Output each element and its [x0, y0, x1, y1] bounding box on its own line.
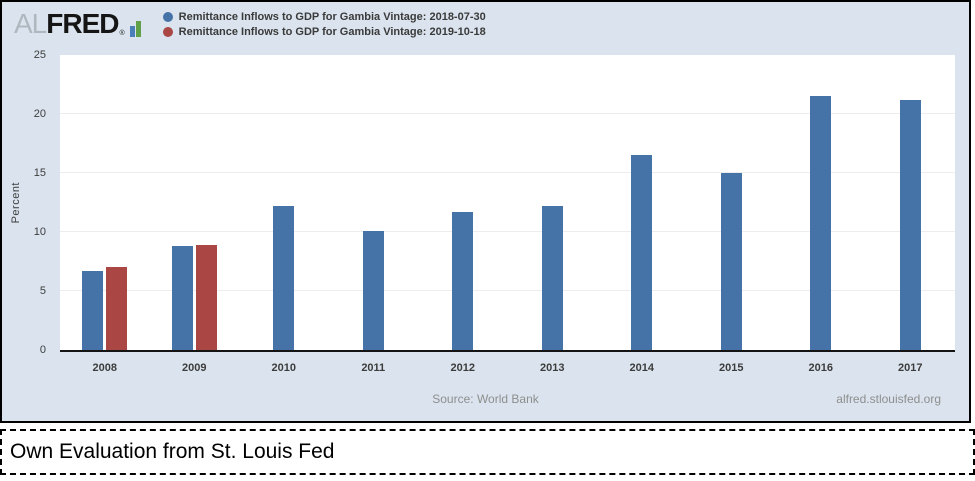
x-tick-label: 2017	[898, 362, 923, 374]
y-tick-label: 5	[39, 285, 46, 297]
gridline	[60, 172, 955, 173]
chart-legend: Remittance Inflows to GDP for Gambia Vin…	[162, 10, 486, 38]
gridline	[60, 113, 955, 114]
caption-text: Own Evaluation from St. Louis Fed	[10, 440, 335, 463]
fred-bar-blue-icon	[129, 26, 135, 37]
legend-item-label: Remittance Inflows to GDP for Gambia Vin…	[178, 25, 486, 38]
x-tick-label: 2015	[719, 362, 744, 374]
x-tick-label: 2008	[92, 362, 117, 374]
site-note: alfred.stlouisfed.org	[836, 392, 941, 406]
y-tick-label: 20	[33, 108, 46, 120]
alfred-logo: AL FRED ®	[14, 10, 141, 38]
bar-slot-2012	[418, 55, 508, 350]
legend-item: Remittance Inflows to GDP for Gambia Vin…	[162, 10, 486, 23]
y-tick-label: 10	[33, 226, 46, 238]
legend-item-label: Remittance Inflows to GDP for Gambia Vin…	[178, 10, 486, 23]
bar-slot-2017	[866, 55, 956, 350]
alfred-logo-brand: FRED	[46, 8, 119, 39]
bar-2017	[899, 99, 921, 350]
x-tick-label: 2010	[271, 362, 296, 374]
bar-slot-2011	[329, 55, 419, 350]
bar-2009	[171, 246, 193, 350]
y-tick-label: 25	[33, 49, 46, 61]
x-tick-label: 2009	[182, 362, 207, 374]
legend-dot	[162, 26, 173, 37]
x-tick-label: 2013	[540, 362, 565, 374]
x-axis-labels: 2008 2009 2010 2011 2012 2013 2014 2015 2016 2017	[60, 362, 955, 374]
bar-2011	[362, 230, 384, 350]
caption-box: Own Evaluation from St. Louis Fed	[0, 429, 975, 475]
bar-2008	[82, 270, 104, 350]
fred-bars-icon	[129, 21, 141, 38]
x-tick-label: 2012	[450, 362, 475, 374]
bar-2008	[106, 267, 128, 350]
bar-2016	[810, 96, 832, 350]
x-tick-label: 2014	[629, 362, 654, 374]
plot-area	[60, 55, 955, 352]
alfred-chart-frame: AL FRED ® Remittance Inflows to GDP for Ga…	[0, 0, 971, 423]
alfred-logo-prefix: AL	[14, 8, 47, 39]
bar-slot-2008	[60, 55, 150, 350]
gridline	[60, 290, 955, 291]
y-tick-label: 0	[39, 344, 46, 356]
x-tick-label: 2016	[808, 362, 833, 374]
bar-slot-2009	[150, 55, 240, 350]
y-axis-ticks: 0 5 10 15 20 25	[2, 49, 54, 356]
bar-slot-2015	[687, 55, 777, 350]
legend-item: Remittance Inflows to GDP for Gambia Vin…	[162, 25, 486, 38]
bar-2014	[631, 155, 653, 350]
y-tick-label: 15	[33, 167, 46, 179]
source-note: Source: World Bank	[432, 392, 539, 406]
fred-bar-green-icon	[135, 21, 141, 37]
bar-2015	[720, 173, 742, 350]
gridline	[60, 231, 955, 232]
bar-slot-2013	[508, 55, 598, 350]
bar-2009	[195, 244, 217, 350]
registered-mark: ®	[119, 30, 125, 37]
legend-dot	[162, 11, 173, 22]
bar-slot-2010	[239, 55, 329, 350]
bar-2010	[273, 206, 295, 350]
chart-header: AL FRED ® Remittance Inflows to GDP for Ga…	[14, 7, 486, 38]
x-tick-label: 2011	[361, 362, 386, 374]
bar-slots	[60, 55, 955, 350]
bar-2012	[452, 211, 474, 350]
bar-2013	[541, 206, 563, 350]
bar-slot-2016	[776, 55, 866, 350]
bar-slot-2014	[597, 55, 687, 350]
